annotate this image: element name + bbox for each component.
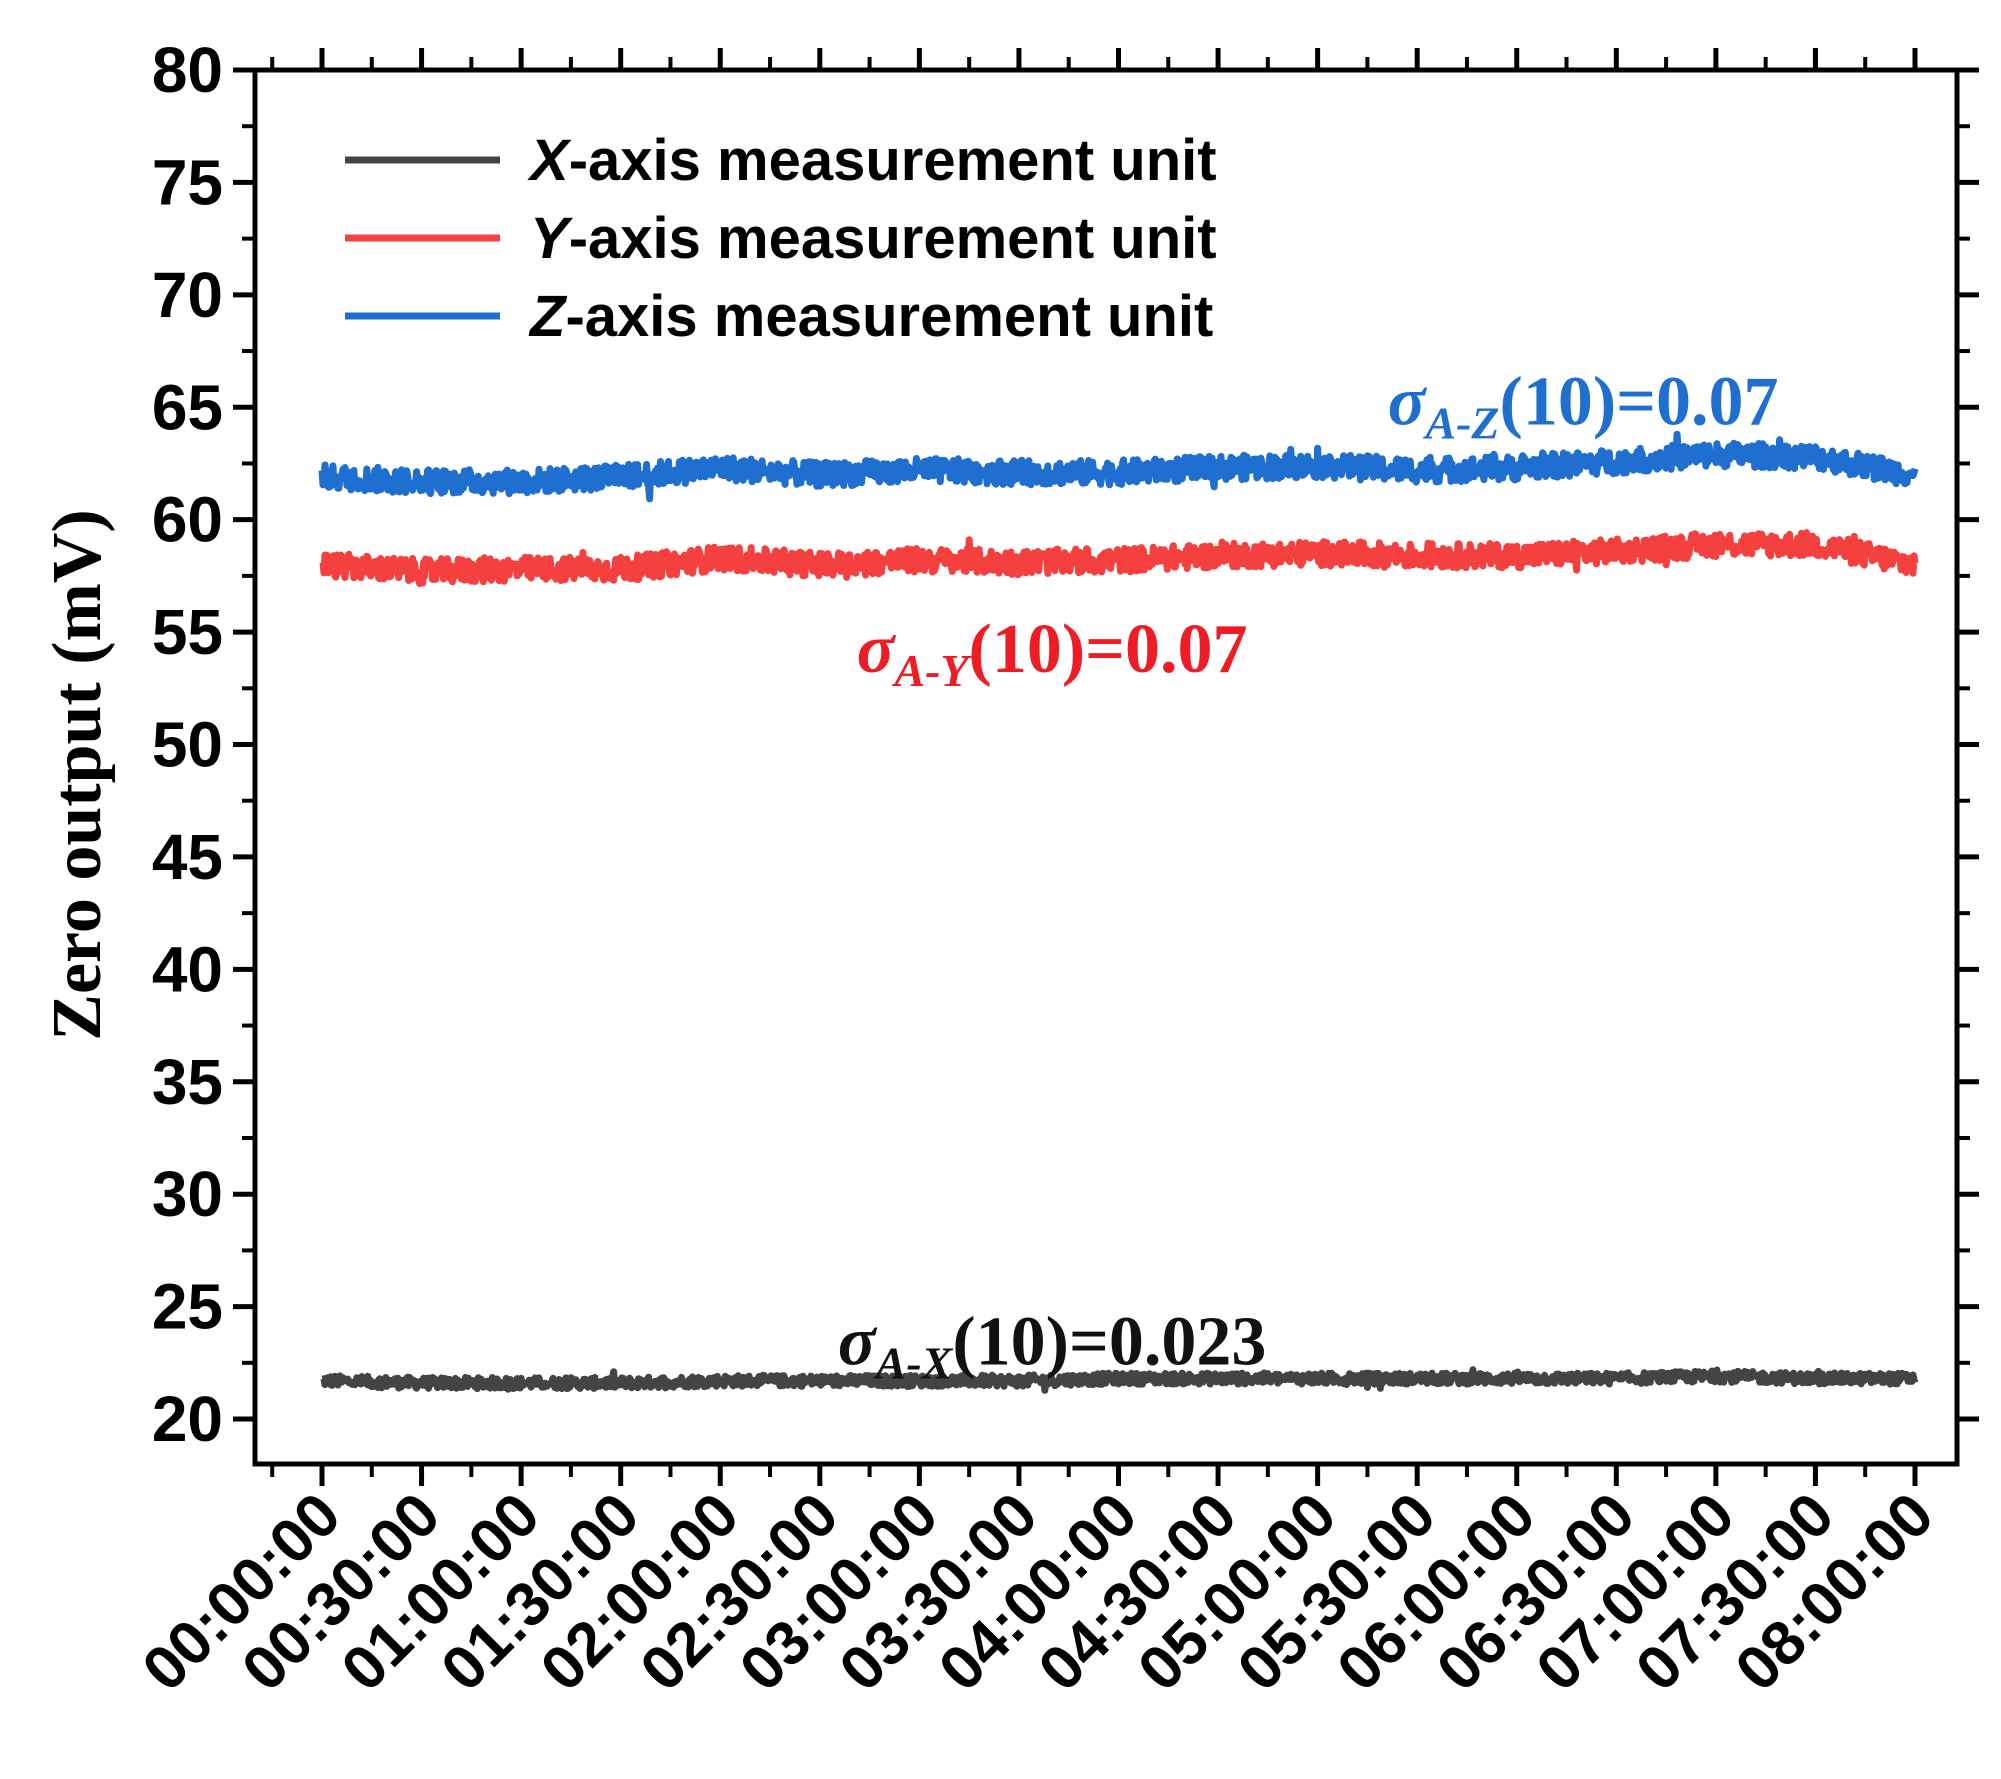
sigma-subscript: A-Z xyxy=(1422,398,1499,449)
legend-label: -axis measurement unit xyxy=(565,284,1213,349)
legend-entry: X-axis measurement unit xyxy=(527,128,1217,193)
sigma-symbol: σ xyxy=(857,611,897,688)
y-tick-label: 30 xyxy=(152,1158,223,1230)
legend-entry: Z-axis measurement unit xyxy=(528,284,1213,349)
plot-frame xyxy=(252,67,1960,1467)
y-tick-label: 65 xyxy=(152,371,223,443)
sigma-subscript: A-Y xyxy=(891,645,972,696)
y-tick-label: 50 xyxy=(152,709,223,781)
legend-label: -axis measurement unit xyxy=(569,128,1217,193)
y-tick-label: 80 xyxy=(152,34,223,106)
y-tick-label: 75 xyxy=(152,146,223,218)
sigma-annotation: σA-Y(10)=0.07 xyxy=(857,611,1248,696)
legend-label: -axis measurement unit xyxy=(569,206,1217,271)
y-tick-label: 25 xyxy=(152,1271,223,1343)
y-tick-label: 55 xyxy=(152,596,223,668)
sigma-annotation: σA-X(10)=0.023 xyxy=(838,1303,1266,1388)
legend-entry: Y-axis measurement unit xyxy=(530,206,1217,271)
sigma-value: (10)=0.07 xyxy=(969,611,1248,688)
legend-axis-letter: X xyxy=(527,128,572,193)
y-tick-label: 35 xyxy=(152,1046,223,1118)
sigma-annotation: σA-Z(10)=0.07 xyxy=(1388,364,1779,449)
y-tick-label: 60 xyxy=(152,484,223,556)
legend-axis-letter: Y xyxy=(530,206,574,271)
y-tick-label: 45 xyxy=(152,821,223,893)
sigma-subscript: A-X xyxy=(873,1337,954,1388)
y-tick-label: 70 xyxy=(152,259,223,331)
sigma-symbol: σ xyxy=(838,1303,878,1380)
series-line-x-axis xyxy=(319,1366,1919,1394)
series-line-z-axis xyxy=(318,430,1919,503)
plot-border xyxy=(252,67,1960,1467)
legend-axis-letter: Z xyxy=(528,284,568,349)
y-tick-label: 40 xyxy=(152,933,223,1005)
plot-lines xyxy=(318,430,1919,1394)
sigma-value: (10)=0.07 xyxy=(1500,364,1779,441)
series-line-y-axis xyxy=(319,529,1919,588)
y-axis-label: Zero output (mV) xyxy=(39,509,116,1040)
y-axis-ticks: 20 25 30 35 40 45 50 55 60 65 70 75 80 xyxy=(152,34,1979,1455)
sigma-symbol: σ xyxy=(1388,364,1428,441)
y-tick-label: 20 xyxy=(152,1383,223,1455)
sigma-value: (10)=0.023 xyxy=(952,1303,1266,1380)
